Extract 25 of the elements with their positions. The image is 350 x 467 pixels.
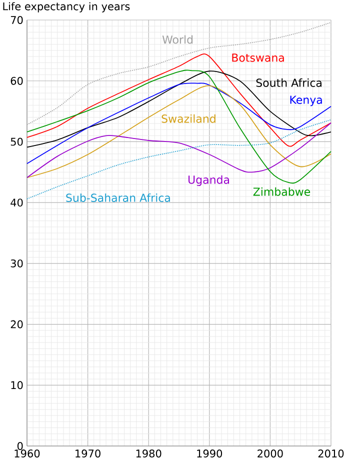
series-label: World [162, 35, 193, 44]
y-tick-label: 30 [10, 259, 23, 268]
line-series [26, 22, 332, 126]
series-label: Botswana [232, 54, 284, 62]
y-tick-label: 70 [10, 16, 23, 24]
series-label: Sub-Saharan Africa [66, 193, 170, 202]
x-tick-label: 2000 [258, 450, 283, 458]
y-tick-label: 40 [10, 198, 23, 207]
y-axis-title: Life expectancy in years [3, 2, 130, 12]
x-tick-label: 2010 [318, 450, 344, 458]
x-tick-label: 1960 [14, 450, 40, 458]
y-tick-label: 0 [17, 442, 23, 450]
y-tick-label: 10 [11, 381, 23, 390]
y-tick-label: 50 [10, 138, 23, 146]
series-label: Swaziland [162, 114, 216, 123]
series-label: Kenya [290, 96, 322, 106]
series-label: Zimbabwe [253, 187, 310, 196]
x-tick-label: 1990 [197, 450, 222, 458]
line-series [26, 70, 332, 148]
y-tick-label: 20 [10, 320, 23, 328]
y-tick-label: 60 [10, 76, 23, 85]
x-tick-label: 1980 [136, 450, 162, 458]
x-tick-label: 1970 [76, 450, 100, 458]
series-label: Uganda [188, 175, 230, 186]
series-label: South Africa [256, 78, 322, 87]
